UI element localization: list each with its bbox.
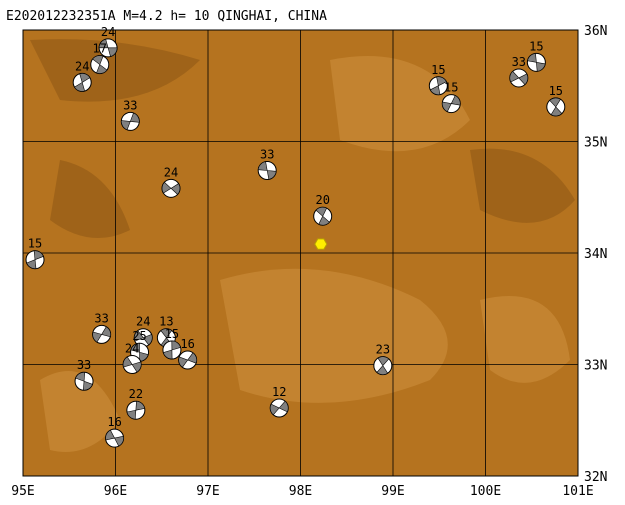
compression-quadrant xyxy=(120,112,140,131)
x-tick-label: 99E xyxy=(381,484,404,499)
focal-mechanism xyxy=(509,68,529,88)
y-tick-label: 33N xyxy=(584,359,607,374)
x-tick-label: 101E xyxy=(562,484,593,499)
depth-label: 15 xyxy=(444,81,458,95)
y-tick-label: 34N xyxy=(584,247,607,262)
depth-label: 24 xyxy=(125,342,139,356)
focal-mechanism xyxy=(105,428,125,448)
focal-mechanism xyxy=(74,371,94,391)
depth-label: 24 xyxy=(164,165,178,179)
focal-mechanism xyxy=(269,398,289,418)
compression-quadrant xyxy=(162,340,181,360)
depth-label: 13 xyxy=(159,315,173,329)
compression-quadrant xyxy=(74,73,91,92)
compression-quadrant xyxy=(429,76,447,96)
focal-mechanism xyxy=(98,38,118,58)
x-tick-label: 98E xyxy=(289,484,312,499)
compression-quadrant xyxy=(257,161,277,180)
focal-mechanism xyxy=(373,356,393,376)
focal-mechanism xyxy=(90,55,110,75)
depth-label: 20 xyxy=(315,193,329,207)
compression-quadrant xyxy=(126,400,146,420)
compression-quadrant xyxy=(122,356,142,373)
focal-mechanism xyxy=(546,97,566,117)
x-tick-label: 97E xyxy=(196,484,219,499)
depth-label: 33 xyxy=(512,55,526,69)
depth-label: 12 xyxy=(272,385,286,399)
depth-label: 25 xyxy=(132,329,146,343)
focal-mechanism xyxy=(72,72,92,92)
focal-mechanism xyxy=(120,111,140,131)
compression-quadrant xyxy=(161,181,181,195)
depth-label: 16 xyxy=(107,415,121,429)
epicenter xyxy=(314,238,328,250)
focal-mechanism xyxy=(25,250,45,270)
compression-quadrant xyxy=(441,95,461,113)
depth-label: 15 xyxy=(431,63,445,77)
depth-label: 24 xyxy=(75,59,89,73)
compression-quadrant xyxy=(269,400,289,416)
depth-label: 33 xyxy=(94,311,108,325)
y-tick-label: 35N xyxy=(584,136,607,151)
x-tick-label: 100E xyxy=(470,484,501,499)
focal-mechanism xyxy=(122,355,142,374)
compression-quadrant xyxy=(105,429,124,447)
depth-label: 22 xyxy=(129,387,143,401)
focal-mechanism xyxy=(161,178,181,198)
depth-label: 15 xyxy=(549,84,563,98)
compression-quadrant xyxy=(549,97,563,117)
focal-mechanism xyxy=(178,350,198,370)
depth-label: 23 xyxy=(376,343,390,357)
compression-quadrant xyxy=(92,55,108,74)
depth-label: 24 xyxy=(101,25,115,39)
compression-quadrant xyxy=(527,53,546,72)
compression-quadrant xyxy=(178,352,197,368)
focal-mechanism xyxy=(441,94,461,114)
depth-label: 33 xyxy=(260,147,274,161)
focal-mechanism xyxy=(526,52,546,72)
depth-label: 33 xyxy=(123,98,137,112)
depth-label: 33 xyxy=(77,358,91,372)
focal-mechanism xyxy=(428,76,448,96)
x-tick-label: 95E xyxy=(11,484,34,499)
compression-quadrant xyxy=(92,326,111,343)
focal-mechanism xyxy=(257,160,277,180)
depth-label: 17 xyxy=(93,42,107,56)
compression-quadrant xyxy=(134,330,153,346)
focal-mechanism xyxy=(126,400,146,420)
focal-mechanism xyxy=(92,324,112,344)
focal-mechanism xyxy=(133,328,153,348)
terrain-shadows xyxy=(30,39,575,238)
depth-label: 15 xyxy=(529,39,543,53)
compression-quadrant xyxy=(26,250,44,269)
compression-quadrant xyxy=(75,371,93,391)
x-tick-label: 96E xyxy=(104,484,127,499)
depth-label: 15 xyxy=(165,327,179,341)
y-tick-label: 36N xyxy=(584,24,607,39)
frame xyxy=(22,29,579,477)
focal-mechanism xyxy=(313,206,333,226)
compression-quadrant xyxy=(376,356,390,375)
title: E202012232351A M=4.2 h= 10 QINGHAI, CHIN… xyxy=(6,9,327,24)
compression-quadrant xyxy=(509,70,529,86)
focal-mechanism xyxy=(162,340,182,360)
depth-label: 15 xyxy=(28,237,42,251)
depth-label: 24 xyxy=(136,315,150,329)
y-tick-label: 32N xyxy=(584,470,607,485)
compression-quadrant xyxy=(315,206,330,226)
depth-label: 16 xyxy=(180,337,194,351)
compression-quadrant xyxy=(98,38,118,57)
